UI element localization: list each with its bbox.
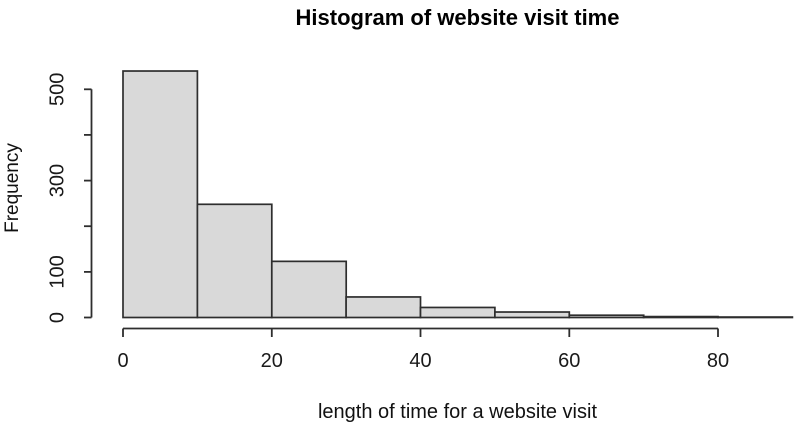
y-axis-title: Frequency <box>2 143 23 233</box>
y-tick-label: 500 <box>47 73 69 106</box>
histogram-bar <box>122 70 199 319</box>
histogram-bar <box>419 306 496 319</box>
x-tick-label: 20 <box>261 350 283 372</box>
y-tick-label: 0 <box>47 312 69 323</box>
y-tick-label: 100 <box>47 255 69 288</box>
x-tick-label: 40 <box>409 350 431 372</box>
histogram-bar <box>568 314 645 319</box>
histogram-bar <box>642 315 719 319</box>
x-tick-label: 80 <box>707 350 729 372</box>
histogram-bar <box>494 311 571 319</box>
x-axis-title: length of time for a website visit <box>317 401 597 423</box>
x-tick-label: 60 <box>558 350 580 372</box>
chart-title: Histogram of website visit time <box>295 5 620 30</box>
histogram-bar <box>345 296 422 319</box>
histogram-bar <box>270 260 348 319</box>
y-tick-label: 300 <box>47 164 69 197</box>
histogram-bar <box>196 203 273 319</box>
x-tick-label: 0 <box>117 350 128 372</box>
